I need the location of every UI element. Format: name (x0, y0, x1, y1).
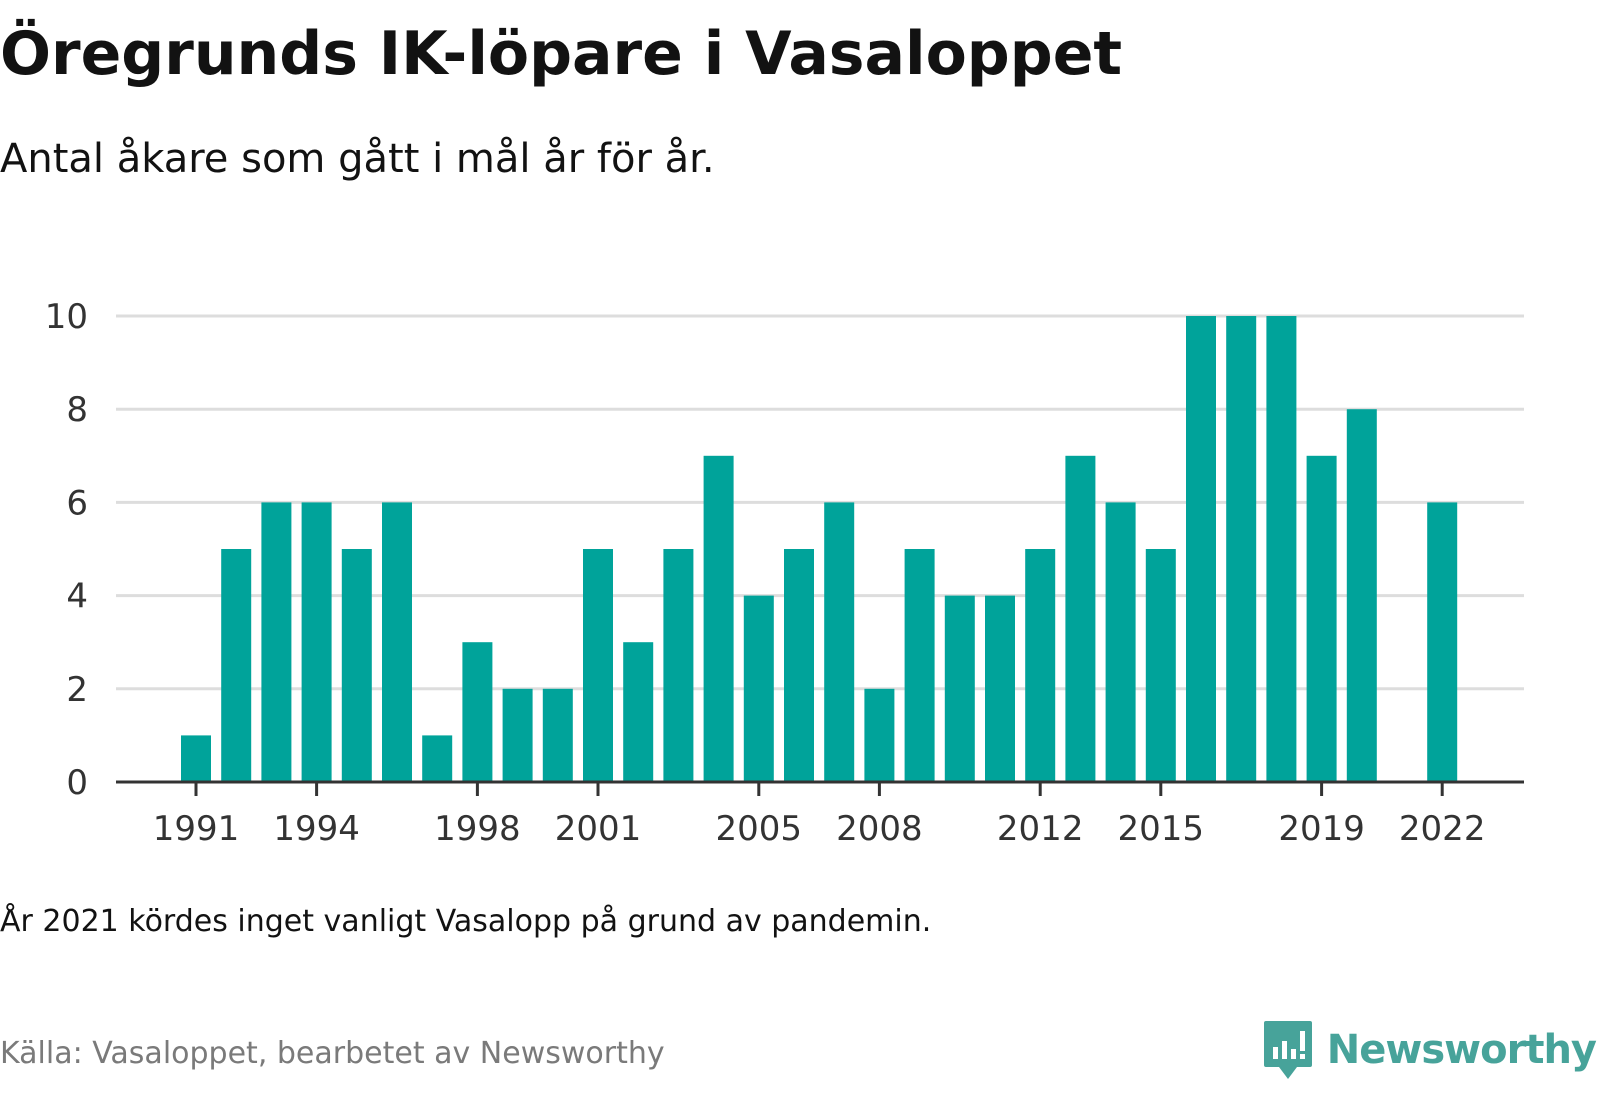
x-tick-label: 2005 (716, 809, 803, 849)
bar-2001 (583, 549, 613, 782)
bar-2010 (944, 595, 975, 782)
x-tick-label: 2001 (555, 809, 642, 849)
bar-1996 (382, 502, 412, 782)
bars (181, 316, 1458, 782)
bar-2016 (1186, 316, 1216, 782)
bar-2020 (1346, 409, 1377, 782)
bar-1995 (341, 549, 372, 782)
newsworthy-logo-icon (1263, 1021, 1312, 1079)
x-tick-label: 2015 (1118, 809, 1205, 849)
bar-1992 (221, 549, 252, 782)
bar-2007 (824, 502, 855, 782)
x-tick-label: 2008 (836, 809, 923, 849)
x-tick-label: 1991 (153, 809, 240, 849)
x-tick-label: 1998 (434, 809, 521, 849)
y-tick-label: 0 (66, 763, 88, 803)
x-tick-label: 2022 (1399, 809, 1486, 849)
bar-1994 (301, 502, 332, 782)
x-tick-label: 1994 (273, 809, 360, 849)
bar-2014 (1105, 502, 1136, 782)
bar-2013 (1065, 455, 1096, 782)
bar-2008 (864, 688, 895, 782)
bar-2012 (1025, 549, 1056, 782)
bar-2011 (985, 595, 1015, 782)
bar-2019 (1306, 455, 1337, 782)
brand-logo: Newsworthy (1263, 1018, 1597, 1082)
y-tick-label: 8 (66, 390, 88, 430)
source-credit: Källa: Vasaloppet, bearbetet av Newswort… (0, 1036, 665, 1071)
bar-2003 (663, 549, 694, 782)
chart-title: Öregrunds IK-löpare i Vasaloppet (0, 19, 1123, 89)
y-axis-ticks: 0 2 4 6 8 10 (45, 297, 88, 803)
y-tick-label: 6 (66, 483, 88, 523)
x-tick-label: 2012 (997, 809, 1084, 849)
bar-1993 (261, 502, 292, 782)
bar-2018 (1266, 316, 1297, 782)
x-tick-label: 2019 (1278, 809, 1365, 849)
bar-2000 (542, 688, 573, 782)
y-tick-label: 10 (45, 297, 88, 337)
bar-1999 (502, 688, 533, 782)
bar-2005 (743, 595, 774, 782)
bar-2015 (1145, 549, 1176, 782)
bar-1991 (181, 735, 211, 782)
chart-note: År 2021 kördes inget vanligt Vasalopp på… (0, 904, 932, 939)
bar-1997 (422, 735, 453, 782)
bar-2009 (904, 549, 935, 782)
bar-1998 (462, 642, 493, 782)
chart-subtitle: Antal åkare som gått i mål år för år. (0, 136, 715, 182)
bar-2004 (703, 455, 734, 782)
y-tick-label: 4 (66, 577, 88, 617)
bar-2017 (1226, 316, 1257, 782)
x-axis-ticks: 1991 1994 1998 2001 2005 2008 2012 2015 2019 2022 (153, 782, 1486, 849)
bar-2002 (623, 642, 654, 782)
y-tick-label: 2 (66, 670, 88, 710)
bar-2006 (784, 549, 814, 782)
bar-2022 (1427, 502, 1458, 782)
brand-name: Newsworthy (1326, 1027, 1597, 1073)
